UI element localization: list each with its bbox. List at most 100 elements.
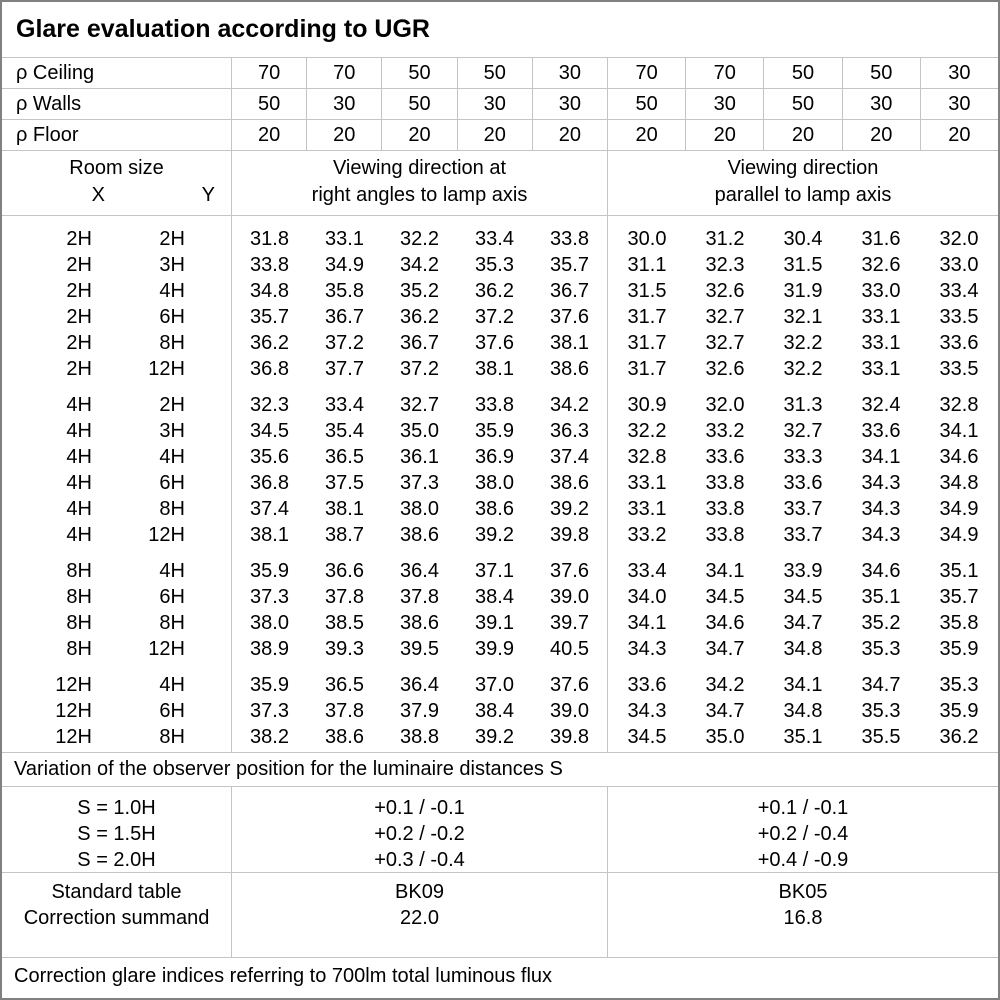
reflectance-value: 20 bbox=[381, 120, 456, 150]
ugr-value: 35.9 bbox=[939, 700, 979, 722]
parallel-header-line2: parallel to lamp axis bbox=[714, 184, 892, 206]
reflectance-ceiling-values-right-angle: 70 70 50 50 30 bbox=[231, 58, 607, 88]
ugr-value: 38.4 bbox=[475, 586, 514, 608]
reflectance-value: 30 bbox=[531, 89, 607, 119]
ugr-value: 35.6 bbox=[250, 446, 289, 468]
table-row: 4H 2H bbox=[2, 392, 231, 418]
table-row: 33.6 34.2 34.1 34.7 35.3 bbox=[608, 672, 998, 698]
s-distance-label: S = 1.0H bbox=[77, 797, 156, 819]
ugr-value: 33.8 bbox=[475, 394, 514, 416]
reflectance-value: 50 bbox=[763, 58, 841, 88]
ugr-value: 33.5 bbox=[939, 358, 979, 380]
ugr-value: 38.6 bbox=[400, 612, 439, 634]
ugr-value: 33.1 bbox=[861, 358, 901, 380]
ugr-value: 33.1 bbox=[325, 228, 364, 250]
reflectance-value: 20 bbox=[841, 120, 920, 150]
ugr-value: 32.0 bbox=[939, 228, 979, 250]
table-row: 35.9 36.5 36.4 37.0 37.6 bbox=[232, 672, 607, 698]
right-angle-header-line2: right angles to lamp axis bbox=[311, 184, 528, 206]
room-size-x: 4H bbox=[66, 394, 92, 416]
table-row: 2H 4H bbox=[2, 278, 231, 304]
ugr-value: 37.4 bbox=[250, 498, 289, 520]
ugr-value: 31.7 bbox=[627, 358, 667, 380]
ugr-value: 34.6 bbox=[861, 560, 901, 582]
ugr-value: 32.2 bbox=[783, 358, 823, 380]
table-row: 35.9 36.6 36.4 37.1 37.6 bbox=[232, 558, 607, 584]
ugr-value: 30.0 bbox=[627, 228, 667, 250]
ugr-value: 34.1 bbox=[783, 674, 823, 696]
ugr-value: 32.0 bbox=[705, 394, 745, 416]
ugr-value: 37.3 bbox=[250, 700, 289, 722]
ugr-value: 33.7 bbox=[783, 524, 823, 546]
s-correction-right-angle: +0.3 / -0.4 bbox=[374, 849, 465, 871]
ugr-value: 34.7 bbox=[705, 638, 745, 660]
ugr-value: 39.0 bbox=[550, 700, 589, 722]
table-row: 4H 12H bbox=[2, 522, 231, 548]
ugr-value: 35.1 bbox=[939, 560, 979, 582]
ugr-value: 35.8 bbox=[325, 280, 364, 302]
reflectance-value: 20 bbox=[531, 120, 607, 150]
correction-summand-label: Correction summand bbox=[23, 907, 210, 929]
ugr-value: 35.3 bbox=[861, 638, 901, 660]
ugr-value: 31.9 bbox=[783, 280, 823, 302]
reflectance-value: 30 bbox=[531, 58, 607, 88]
ugr-value: 33.2 bbox=[627, 524, 667, 546]
table-row: 31.7 32.7 32.1 33.1 33.5 bbox=[608, 304, 998, 330]
ugr-value: 32.3 bbox=[250, 394, 289, 416]
table-row: 31.1 32.3 31.5 32.6 33.0 bbox=[608, 252, 998, 278]
table-row: 2H 2H bbox=[2, 226, 231, 252]
ugr-value: 33.8 bbox=[705, 498, 745, 520]
ugr-value: 38.0 bbox=[475, 472, 514, 494]
table-row: 35.7 36.7 36.2 37.2 37.6 bbox=[232, 304, 607, 330]
ugr-value: 35.9 bbox=[250, 560, 289, 582]
variation-note: Variation of the observer position for t… bbox=[2, 753, 998, 787]
room-size-x: 4H bbox=[66, 472, 92, 494]
ugr-value: 32.6 bbox=[705, 280, 745, 302]
table-row: 8H 8H bbox=[2, 610, 231, 636]
table-row: 8H 6H bbox=[2, 584, 231, 610]
ugr-value: 37.6 bbox=[550, 306, 589, 328]
ugr-value: 33.1 bbox=[861, 306, 901, 328]
right-angle-block: 35.9 36.6 36.4 37.1 37.6 37.3 37.8 37.8 38.4 39.0… bbox=[232, 558, 607, 662]
ugr-value: 31.3 bbox=[783, 394, 823, 416]
ugr-value: 34.3 bbox=[861, 472, 901, 494]
room-size-x: 2H bbox=[66, 254, 92, 276]
table-row: 34.5 35.0 35.1 35.5 36.2 bbox=[608, 724, 998, 750]
ugr-value: 37.2 bbox=[400, 358, 439, 380]
table-row: 33.4 34.1 33.9 34.6 35.1 bbox=[608, 558, 998, 584]
ugr-value: 34.7 bbox=[705, 700, 745, 722]
ugr-value: 38.1 bbox=[475, 358, 514, 380]
ugr-value: 37.6 bbox=[550, 560, 589, 582]
room-size-x: 8H bbox=[66, 560, 92, 582]
ugr-value: 35.9 bbox=[250, 674, 289, 696]
ugr-value: 34.9 bbox=[325, 254, 364, 276]
reflectance-row-walls: ρ Walls 50 30 50 30 30 50 30 50 30 30 bbox=[2, 89, 998, 120]
ugr-value: 32.8 bbox=[939, 394, 979, 416]
ugr-value: 36.3 bbox=[550, 420, 589, 442]
reflectance-value: 30 bbox=[306, 89, 381, 119]
ugr-value: 36.7 bbox=[400, 332, 439, 354]
ugr-value: 30.9 bbox=[627, 394, 667, 416]
ugr-value: 38.0 bbox=[250, 612, 289, 634]
parallel-header: Viewing direction parallel to lamp axis bbox=[607, 151, 998, 215]
ugr-value: 33.8 bbox=[550, 228, 589, 250]
ugr-value: 39.2 bbox=[475, 524, 514, 546]
ugr-value: 32.2 bbox=[400, 228, 439, 250]
room-size-block: 8H 4H 8H 6H 8H 8H 8H 12H bbox=[2, 558, 231, 662]
ugr-value: 37.4 bbox=[550, 446, 589, 468]
room-size-block: 4H 2H 4H 3H 4H 4H 4H 6H 4H 8H 4H 12H bbox=[2, 392, 231, 548]
reflectance-walls-label: ρ Walls bbox=[16, 93, 82, 115]
ugr-value: 40.5 bbox=[550, 638, 589, 660]
parallel-values-column: 30.0 31.2 30.4 31.6 32.0 31.1 32.3 31.5 32.6 33.0… bbox=[607, 216, 998, 752]
ugr-value: 35.7 bbox=[550, 254, 589, 276]
ugr-value: 35.7 bbox=[939, 586, 979, 608]
reflectance-value: 20 bbox=[456, 120, 532, 150]
reflectance-walls-values-right-angle: 50 30 50 30 30 bbox=[231, 89, 607, 119]
ugr-value: 38.2 bbox=[250, 726, 289, 748]
table-row: 37.3 37.8 37.8 38.4 39.0 bbox=[232, 584, 607, 610]
ugr-value: 39.2 bbox=[475, 726, 514, 748]
reflectance-floor-values-right-angle: 20 20 20 20 20 bbox=[231, 120, 607, 150]
reflectance-value: 30 bbox=[685, 89, 763, 119]
reflectance-value: 50 bbox=[456, 58, 532, 88]
